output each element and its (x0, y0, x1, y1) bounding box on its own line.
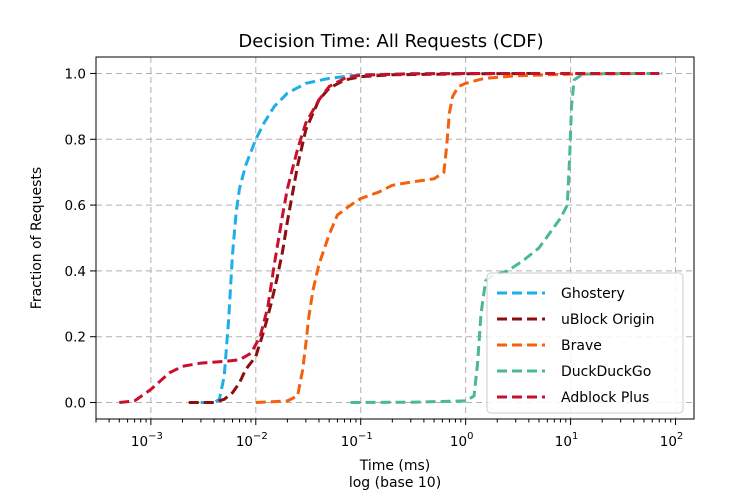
y-tick-label: 0.4 (65, 264, 86, 280)
y-tick-label: 0.2 (65, 330, 86, 346)
x-axis-label: Time (ms) (359, 458, 431, 474)
series-line-adblock-plus (119, 72, 660, 404)
plot-frame (95, 56, 695, 420)
y-axis-label: Fraction of Requests (29, 167, 45, 309)
legend-label: DuckDuckGo (561, 364, 651, 380)
series-layer (119, 72, 663, 404)
chart-title: Decision Time: All Requests (CDF) (238, 31, 543, 52)
legend: Ghostery uBlock Origin Brave DuckDuckGo Adbl… (486, 272, 684, 414)
legend-label: Adblock Plus (561, 390, 649, 406)
x-axis-sublabel: log (base 10) (349, 475, 441, 491)
x-tick-label: 102 (660, 431, 684, 450)
series-line-ghostery (200, 72, 466, 404)
y-tick-label: 0.0 (65, 396, 86, 412)
legend-label: Ghostery (561, 286, 625, 302)
legend-label: uBlock Origin (561, 312, 655, 328)
axis-ticks: 10−3 10−2 10−1 100 101 102 0.0 0.2 0.4 0.6 0.8 1.0 (65, 66, 684, 450)
x-tick-label: 101 (555, 431, 579, 450)
series-line-ublock-origin (188, 72, 540, 404)
y-tick-label: 0.8 (65, 132, 86, 148)
x-tick-label: 10−2 (236, 431, 268, 450)
x-tick-label: 100 (450, 431, 474, 450)
series-line-brave (255, 72, 644, 404)
y-tick-label: 1.0 (65, 66, 86, 82)
x-tick-label: 10−3 (131, 431, 163, 450)
legend-label: Brave (561, 338, 602, 354)
y-tick-label: 0.6 (65, 198, 86, 214)
series-line-duckduckgo (350, 72, 663, 404)
legend-box (486, 272, 684, 414)
x-tick-label: 10−1 (341, 431, 373, 450)
